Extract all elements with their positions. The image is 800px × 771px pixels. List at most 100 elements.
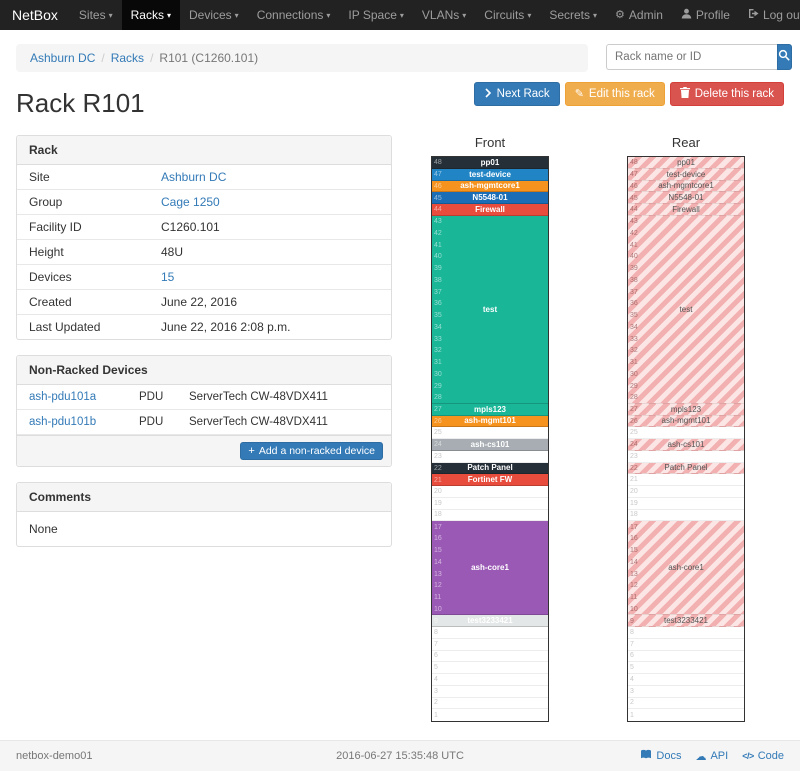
device-pp01-rear[interactable]: 48 pp01 [628, 157, 744, 169]
unit-numbers: 27 [434, 406, 442, 414]
device-ash-mgmt101-front[interactable]: 26 ash-mgmt101 [432, 415, 548, 428]
device-test-device-rear[interactable]: 47 test-device [628, 168, 744, 181]
unit-number: 4 [630, 675, 634, 683]
chevron-down-icon: ▾ [593, 10, 598, 20]
unit-numbers: 17 16 15 14 13 12 11 10 [630, 523, 638, 613]
non-racked-device-link[interactable]: ash-pdu101a [29, 391, 97, 403]
empty-unit: 3 [628, 686, 744, 698]
unit-number: 3 [630, 687, 634, 695]
empty-unit: 18 [628, 510, 744, 522]
device-mpls123-front[interactable]: 27 mpls123 [432, 403, 548, 416]
empty-unit: 18 [432, 510, 548, 522]
elevations: Front 48 pp01 47 test-device 46 ash-mgmtcore1… [392, 135, 784, 722]
add-non-racked-button[interactable]: + Add a non-racked device [240, 442, 383, 460]
non-racked-device-link[interactable]: ash-pdu101b [29, 416, 97, 428]
nav-admin[interactable]: ⚙ Admin [606, 0, 672, 30]
device-ash-mgmtcore1-front[interactable]: 46 ash-mgmtcore1 [432, 180, 548, 193]
unit-numbers: 46 [630, 182, 638, 190]
attr-value-link[interactable]: Cage 1250 [161, 195, 220, 209]
code-link[interactable]: </> Code [742, 750, 784, 762]
nav-item-label: Circuits [484, 8, 525, 22]
device-ash-mgmt101-rear[interactable]: 26 ash-mgmt101 [628, 415, 744, 428]
next-rack-button[interactable]: Next Rack [473, 82, 560, 106]
delete-rack-label: Delete this rack [694, 88, 774, 100]
device-firewall-rear[interactable]: 44 Firewall [628, 204, 744, 216]
unit-number: 4 [434, 675, 438, 683]
attr-value-link[interactable]: Ashburn DC [161, 170, 227, 184]
docs-link[interactable]: Docs [640, 749, 681, 763]
pencil-icon: ✎ [574, 87, 584, 100]
footer-links: Docs ☁ API </> Code [528, 749, 784, 763]
unit-numbers: 17 16 15 14 13 12 11 10 [434, 523, 442, 613]
unit-number: 5 [434, 664, 438, 672]
non-racked-panel: Non-Racked Devices ash-pdu101a PDU ServerT… [16, 355, 392, 467]
attr-value-text: June 22, 2016 2:08 p.m. [161, 320, 291, 334]
device-test3233421-rear[interactable]: 9 test3233421 [628, 615, 744, 627]
device-pp01-front[interactable]: 48 pp01 [432, 157, 548, 169]
breadcrumb-item[interactable]: Ashburn DC [30, 51, 96, 65]
device-ash-core1-rear[interactable]: 17 16 15 14 13 12 11 10 ash-core1 [628, 521, 744, 616]
nav-right: ⚙ Admin Profile Log out [606, 0, 800, 30]
device-test-rear[interactable]: 43 42 41 40 39 38 37 36 35 34 33 32 31 30 29 28 test [628, 215, 744, 404]
nav-logout[interactable]: Log out [739, 0, 800, 30]
chevron-down-icon: ▾ [234, 10, 239, 20]
device-label: ash-cs101 [667, 439, 705, 449]
device-ash-cs101-rear[interactable]: 24 ash-cs101 [628, 439, 744, 451]
empty-unit: 6 [628, 651, 744, 663]
unit-numbers: 43 42 41 40 39 38 37 36 35 34 33 32 31 30 29 28 [434, 218, 442, 402]
nav-item-label: IP Space [348, 8, 397, 22]
empty-unit: 8 [432, 627, 548, 639]
search-input[interactable] [606, 44, 777, 70]
device-label: mpls123 [670, 404, 702, 414]
unit-number: 23 [434, 452, 442, 460]
device-patch-panel-front[interactable]: 22 Patch Panel [432, 462, 548, 475]
nav-item-secrets[interactable]: Secrets ▾ [540, 0, 606, 30]
api-link[interactable]: ☁ API [695, 750, 728, 763]
breadcrumb-item[interactable]: Racks [110, 51, 145, 65]
empty-unit: 6 [432, 651, 548, 663]
device-n5548-01-rear[interactable]: 45 N5548-01 [628, 192, 744, 204]
nav-item-ip-space[interactable]: IP Space ▾ [339, 0, 413, 30]
unit-number: 2 [434, 699, 438, 707]
nav-item-vlans[interactable]: VLANs ▾ [413, 0, 475, 30]
attr-label: Facility ID [29, 220, 82, 234]
device-test3233421-front[interactable]: 9 test3233421 [432, 615, 548, 627]
search-button[interactable] [777, 44, 792, 70]
empty-unit: 25 [432, 427, 548, 439]
unit-numbers: 48 [434, 159, 442, 167]
nav-item-devices[interactable]: Devices ▾ [180, 0, 248, 30]
device-label: ash-cs101 [470, 439, 510, 449]
unit-number: 19 [630, 499, 638, 507]
attr-value-link[interactable]: 15 [161, 270, 175, 284]
device-ash-mgmtcore1-rear[interactable]: 46 ash-mgmtcore1 [628, 180, 744, 193]
device-n5548-01-front[interactable]: 45 N5548-01 [432, 192, 548, 204]
non-racked-footer: + Add a non-racked device [17, 435, 391, 466]
device-fortinet-fw-front[interactable]: 21 Fortinet FW [432, 474, 548, 486]
nav-profile[interactable]: Profile [672, 0, 739, 30]
trash-icon [679, 87, 690, 101]
device-test-front[interactable]: 43 42 41 40 39 38 37 36 35 34 33 32 31 30 29 28 test [432, 215, 548, 404]
nav-item-sites[interactable]: Sites ▾ [70, 0, 122, 30]
device-label: ash-mgmtcore1 [658, 181, 714, 191]
app-brand[interactable]: NetBox [12, 7, 58, 23]
device-ash-cs101-front[interactable]: 24 ash-cs101 [432, 439, 548, 451]
device-firewall-front[interactable]: 44 Firewall [432, 204, 548, 216]
edit-rack-label: Edit this rack [588, 88, 655, 100]
device-mpls123-rear[interactable]: 27 mpls123 [628, 403, 744, 416]
unit-number: 19 [434, 499, 442, 507]
device-ash-core1-front[interactable]: 17 16 15 14 13 12 11 10 ash-core1 [432, 521, 548, 616]
attr-label: Group [29, 195, 63, 209]
nav-item-racks[interactable]: Racks ▾ [121, 0, 180, 30]
empty-unit: 2 [432, 698, 548, 710]
nav-item-circuits[interactable]: Circuits ▾ [475, 0, 540, 30]
non-racked-device-type: ServerTech CW-48VDX411 [189, 416, 328, 428]
rack-attr-row: Height 48U [17, 240, 391, 265]
unit-number: 3 [434, 687, 438, 695]
device-patch-panel-rear[interactable]: 22 Patch Panel [628, 462, 744, 475]
device-test-device-front[interactable]: 47 test-device [432, 168, 548, 181]
edit-rack-button[interactable]: ✎ Edit this rack [564, 82, 665, 106]
delete-rack-button[interactable]: Delete this rack [669, 82, 784, 106]
chevron-down-icon: ▾ [527, 10, 532, 20]
empty-unit: 25 [628, 427, 744, 439]
nav-item-connections[interactable]: Connections ▾ [248, 0, 340, 30]
